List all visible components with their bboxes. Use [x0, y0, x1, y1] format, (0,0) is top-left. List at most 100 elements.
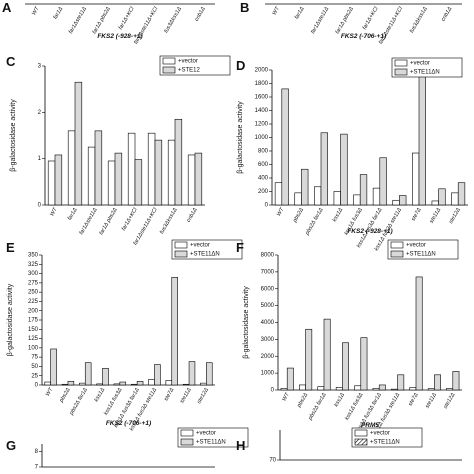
x-axis-label: PRM5: [361, 422, 379, 429]
bar: [353, 194, 361, 206]
bar: [342, 342, 349, 391]
bar: [412, 152, 420, 206]
x-axis-label: FKS2 (-928-+1): [347, 228, 392, 235]
x-tick-label: ste11Δ: [429, 207, 443, 225]
bar: [74, 81, 83, 206]
bar: [354, 385, 362, 391]
bar: [54, 154, 63, 206]
y-tick-label: 2000: [261, 354, 275, 360]
y-tick-label: 3000: [261, 337, 275, 343]
y-tick-label: 100: [28, 345, 39, 351]
legend-swatch: [354, 438, 368, 446]
y-tick-label: 300: [28, 271, 39, 277]
legend-label: +vector: [410, 61, 430, 67]
y-tick-label: 225: [28, 299, 39, 305]
y-tick-label: 0: [265, 203, 269, 209]
bar: [359, 174, 368, 206]
x-tick-label: cnb1Δ: [186, 207, 199, 224]
x-tick-label: WT: [31, 5, 41, 16]
legend-label: +vector: [370, 431, 390, 437]
legend-swatch: [174, 250, 188, 258]
y-tick-label: 325: [28, 262, 39, 268]
y-axis-label: β-galactosidase activity: [7, 283, 14, 356]
bar: [165, 380, 173, 386]
x-tick-label: far1Δ pbs2Δ: [98, 207, 118, 236]
x-axis-label: FKS2 (-706-+1): [106, 420, 151, 427]
y-tick-label: 8000: [261, 253, 275, 259]
y-tick-label: 1400: [255, 108, 269, 114]
y-tick-label: 400: [258, 176, 269, 182]
bar: [409, 387, 417, 391]
y-tick-label: 1600: [255, 95, 269, 101]
y-tick-label: 8: [35, 449, 39, 455]
legend-swatch: [162, 57, 176, 65]
x-tick-label: ste7Δ: [410, 207, 422, 222]
legend-box: [177, 427, 249, 448]
y-tick-label: 350: [28, 253, 39, 259]
x-tick-label: far1Δste11Δ: [68, 6, 88, 35]
x-tick-label: ste11Δ: [179, 387, 193, 405]
bar: [96, 383, 103, 386]
legend-box: [159, 55, 231, 76]
x-tick-label: ste7Δ: [407, 392, 419, 407]
bar: [147, 132, 156, 206]
legend-box: [391, 57, 463, 78]
x-tick-label: far1Δ pbs2Δ: [335, 6, 355, 35]
x-tick-label: cnb1Δ: [194, 6, 207, 23]
bar: [392, 199, 400, 206]
y-tick-label: 250: [28, 290, 39, 296]
bar: [87, 146, 96, 206]
bar: [415, 276, 423, 391]
bar: [194, 152, 203, 206]
x-tick-label: far1Δ: [67, 207, 79, 222]
bar: [107, 160, 116, 206]
y-tick-label: 1: [38, 156, 42, 162]
x-axis-label: FKS2 (-706-+1): [341, 33, 386, 40]
y-tick-label: 0: [271, 388, 275, 394]
bar: [113, 383, 121, 386]
y-tick-label: 1200: [255, 122, 269, 128]
bar: [171, 276, 178, 386]
x-tick-label: far1Δ pbs2Δ: [92, 6, 112, 35]
legend-swatch: [394, 59, 408, 67]
bar: [438, 188, 446, 206]
bar: [294, 192, 302, 206]
panel-letter: F: [236, 240, 244, 255]
x-tick-label: WT: [281, 391, 291, 402]
legend-label: +vector: [190, 243, 210, 249]
y-tick-label: 1000: [261, 371, 275, 377]
bar: [200, 382, 207, 386]
bar: [451, 192, 459, 206]
x-tick-label: ste11Δ: [425, 392, 439, 410]
x-tick-label: kss1Δ: [333, 392, 346, 408]
y-tick-label: 800: [258, 149, 269, 155]
bar: [399, 195, 407, 206]
y-tick-label: 75: [31, 355, 38, 361]
bar: [182, 383, 190, 386]
legend-box: [387, 239, 459, 260]
legend-label: +vector: [178, 59, 198, 65]
bar: [457, 182, 466, 206]
y-tick-label: 1000: [255, 135, 269, 141]
bar: [154, 139, 163, 206]
x-tick-label: far1Δste11Δ: [310, 6, 330, 35]
x-tick-label: far1Δ+KCl: [118, 5, 136, 31]
bar: [305, 328, 313, 391]
x-tick-label: far1Δ: [294, 6, 306, 21]
bar: [333, 191, 341, 206]
bar: [187, 154, 196, 206]
y-tick-label: 150: [28, 327, 39, 333]
x-tick-label: WT: [49, 206, 59, 217]
bar: [281, 88, 289, 206]
y-tick-label: 7: [35, 465, 39, 471]
y-tick-label: 5000: [261, 303, 275, 309]
bar: [391, 388, 398, 391]
panel-letter: A: [2, 0, 12, 15]
x-tick-label: ste7Δ: [163, 387, 175, 402]
x-tick-label: far1Δ+KCl: [362, 5, 380, 31]
legend-swatch: [180, 429, 194, 437]
x-tick-label: pbs2Δ far1Δ: [304, 207, 325, 237]
x-tick-label: ste12Δ: [443, 392, 457, 410]
x-tick-label: kss1Δ: [332, 207, 345, 223]
